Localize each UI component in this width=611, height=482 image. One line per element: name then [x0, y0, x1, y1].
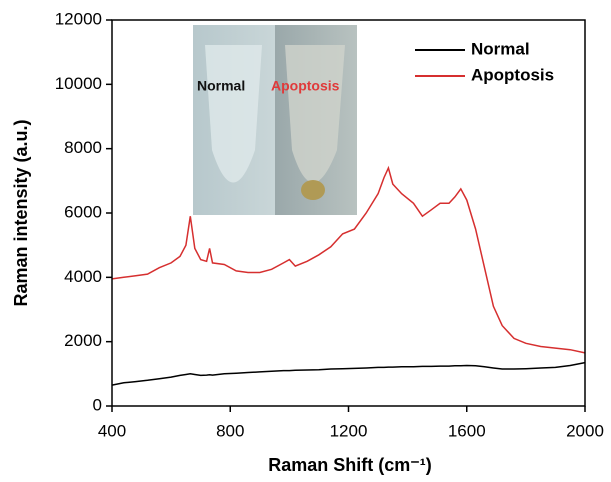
x-tick-label: 400: [98, 421, 126, 440]
y-axis-label: Raman intensity (a.u.): [11, 119, 31, 306]
y-tick-label: 12000: [55, 9, 102, 28]
series-line: [111, 361, 586, 386]
y-tick-label: 2000: [64, 331, 102, 350]
y-tick-label: 10000: [55, 74, 102, 93]
plot-frame: [111, 19, 586, 407]
x-tick-label: 1200: [330, 421, 368, 440]
legend-label: Apoptosis: [471, 65, 554, 84]
inset-label: Normal: [197, 78, 245, 94]
y-tick-label: 6000: [64, 202, 102, 221]
legend-label: Normal: [471, 39, 530, 58]
y-tick-label: 8000: [64, 138, 102, 157]
x-tick-label: 800: [216, 421, 244, 440]
series-line: [111, 165, 586, 354]
x-axis-label: Raman Shift (cm⁻¹): [268, 455, 432, 475]
x-tick-label: 2000: [566, 421, 604, 440]
y-tick-label: 4000: [64, 267, 102, 286]
x-tick-label: 1600: [448, 421, 486, 440]
inset-label: Apoptosis: [271, 78, 340, 94]
inset-photo: Normal Apoptosis: [193, 25, 357, 215]
y-tick-label: 0: [93, 395, 102, 414]
